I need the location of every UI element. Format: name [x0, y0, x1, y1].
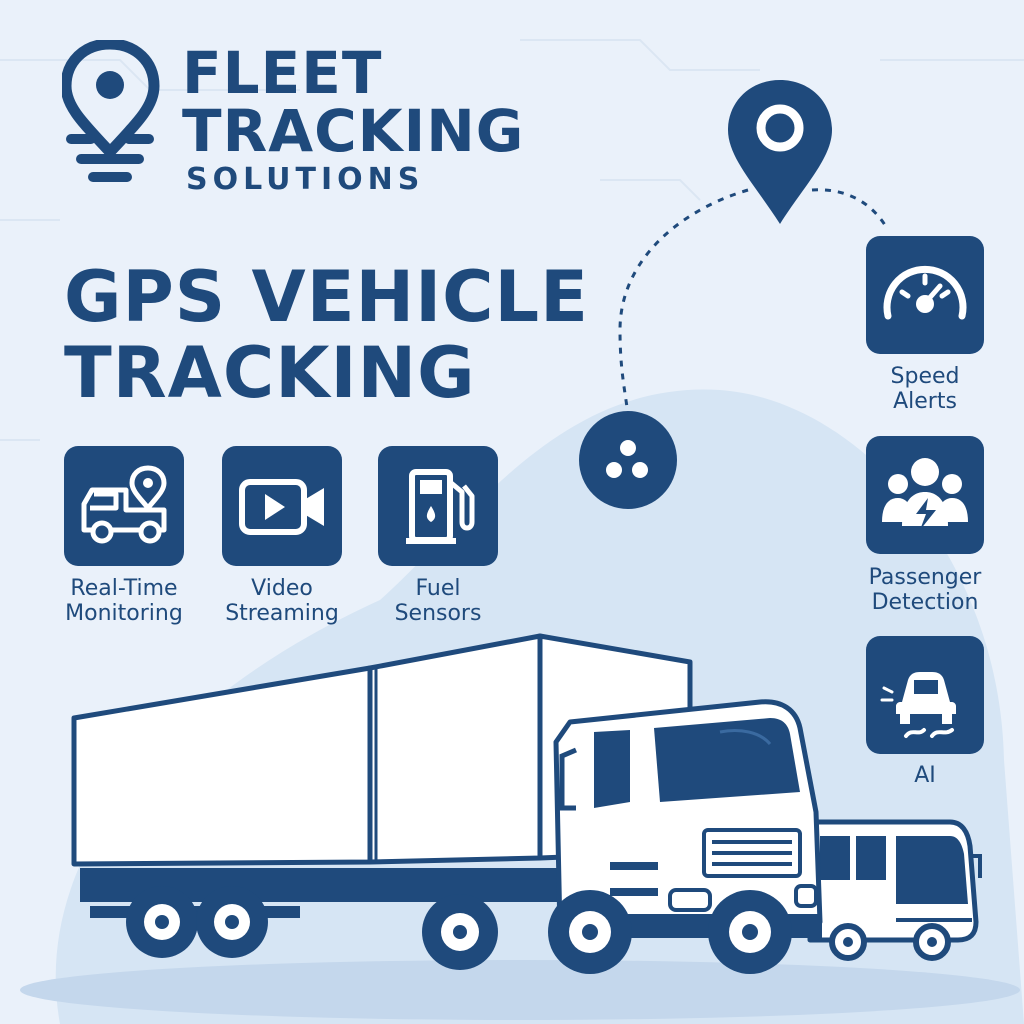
video-camera-icon — [239, 479, 324, 535]
feature-label-line1: Video — [251, 576, 313, 601]
side-label-line1: AI — [914, 763, 936, 788]
fuel-pump-icon — [406, 469, 475, 544]
truck-location-icon — [81, 465, 167, 544]
route-graphic — [618, 188, 890, 416]
side-label-line1: Speed — [890, 364, 960, 389]
side-label-ai: AI — [850, 763, 1000, 788]
side-label-line1: Passenger — [868, 565, 982, 590]
location-pin-icon — [62, 40, 160, 182]
feature-tile-video-streaming — [222, 446, 342, 566]
side-tile-speed-alerts — [866, 236, 984, 354]
side-label-passenger-detection: Passenger Detection — [850, 565, 1000, 615]
feature-tile-fuel-sensors — [378, 446, 498, 566]
tracking-hub-icon — [579, 411, 677, 509]
brand-title-line2: TRACKING — [182, 97, 525, 165]
feature-tile-real-time-monitoring — [64, 446, 184, 566]
skid-car-icon — [880, 672, 956, 738]
brand-subtitle: SOLUTIONS — [186, 162, 425, 197]
feature-label-fuel-sensors: Fuel Sensors — [353, 576, 523, 626]
feature-label-real-time-monitoring: Real-Time Monitoring — [39, 576, 209, 626]
side-label-speed-alerts: Speed Alerts — [850, 364, 1000, 414]
headline-line2: TRACKING — [64, 332, 476, 414]
side-tile-passenger-detection — [866, 436, 984, 554]
feature-label-line1: Fuel — [415, 576, 461, 601]
map-pin-icon — [728, 80, 832, 224]
feature-label-line2: Streaming — [225, 601, 339, 626]
truck-illustration — [71, 633, 823, 974]
side-label-line2: Detection — [871, 590, 979, 615]
side-tile-ai — [866, 636, 984, 754]
bus-illustration — [807, 819, 982, 961]
headline-line1: GPS VEHICLE — [64, 256, 589, 338]
feature-label-line1: Real-Time — [70, 576, 178, 601]
speedometer-icon — [883, 265, 967, 320]
feature-label-line2: Sensors — [394, 601, 482, 626]
feature-label-video-streaming: Video Streaming — [197, 576, 367, 626]
side-label-line2: Alerts — [893, 389, 957, 414]
feature-label-line2: Monitoring — [65, 601, 183, 626]
truck-wheels — [126, 886, 792, 974]
brand-title-line1: FLEET — [182, 39, 383, 107]
passenger-detection-icon — [882, 458, 968, 530]
